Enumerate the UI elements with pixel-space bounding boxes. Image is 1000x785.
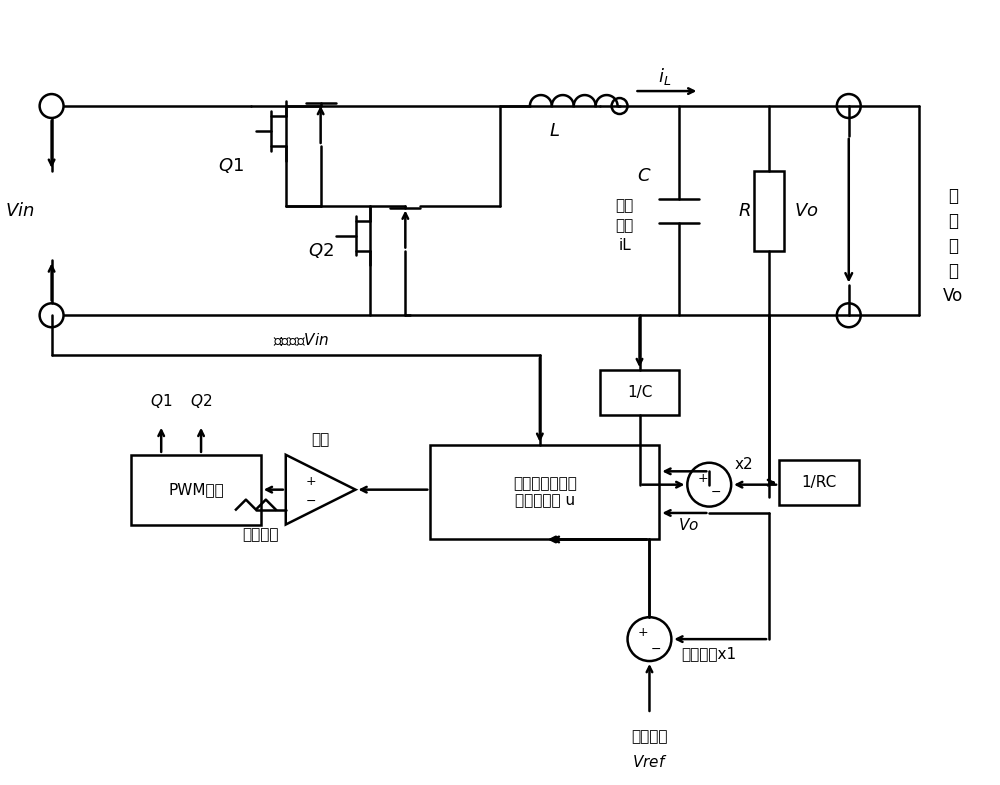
Text: 电感
电流
iL: 电感 电流 iL [615,199,634,253]
Bar [430,445,659,539]
Text: $Vo$: $Vo$ [678,517,699,533]
Text: 1/C: 1/C [627,385,652,400]
Text: 输入电压$Vin$: 输入电压$Vin$ [273,332,329,349]
Text: +: + [305,475,316,488]
Text: $R$: $R$ [738,202,751,220]
Text: −: − [305,495,316,508]
Text: −: − [711,486,721,498]
Text: $Vo$: $Vo$ [794,202,818,220]
Bar [131,455,261,524]
Bar [754,171,784,250]
Text: $Q1$: $Q1$ [218,156,244,175]
Text: 电压误差x1: 电压误差x1 [682,647,737,662]
Text: 参考电压: 参考电压 [631,728,668,744]
Text: $C$: $C$ [637,166,652,184]
Text: +: + [637,626,648,639]
Text: x2: x2 [735,457,753,473]
Text: $L$: $L$ [549,122,560,140]
Text: $Q2$: $Q2$ [308,241,334,260]
Text: 比较: 比较 [312,433,330,447]
Bar [600,370,679,415]
Text: 1/RC: 1/RC [801,475,836,490]
Text: 非奇异快速终端
滑模控制器 u: 非奇异快速终端 滑模控制器 u [513,476,577,509]
Text: $Q1$: $Q1$ [150,392,172,410]
Text: +: + [697,472,708,484]
Text: −: − [651,643,662,655]
Text: 输
出
电
压
Vo: 输 出 电 压 Vo [943,187,964,305]
Text: $i_L$: $i_L$ [658,66,671,86]
Text: $Q2$: $Q2$ [190,392,212,410]
Text: PWM驱动: PWM驱动 [168,482,224,497]
Text: $Vin$: $Vin$ [5,202,34,220]
Text: $Vref$: $Vref$ [632,754,667,770]
Bar [779,460,859,505]
Text: 三角载波: 三角载波 [243,527,279,542]
